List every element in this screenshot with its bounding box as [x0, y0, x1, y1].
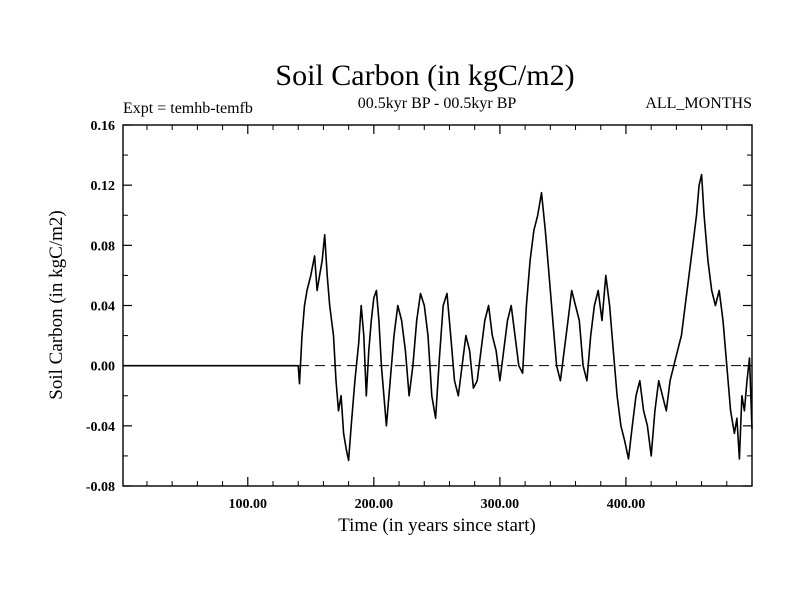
x-tick-label: 400.00 — [607, 497, 646, 512]
y-axis: -0.08 -0.04 0.00 0.04 0.08 0.12 0.16 — [86, 119, 752, 495]
period-label: 00.5kyr BP - 00.5kyr BP — [358, 95, 517, 112]
x-tick-label: 300.00 — [481, 497, 520, 512]
experiment-label: Expt = temhb-temfb — [123, 100, 253, 117]
x-tick-label: 200.00 — [355, 497, 394, 512]
months-label: ALL_MONTHS — [645, 95, 752, 112]
y-tick-label: -0.08 — [86, 480, 115, 495]
y-tick-label: 0.04 — [91, 300, 116, 315]
y-tick-label: 0.08 — [91, 239, 116, 254]
soil-carbon-series-line — [123, 173, 753, 462]
x-axis-label: Time (in years since start) — [338, 515, 536, 536]
x-axis: 100.00 200.00 300.00 400.00 — [146, 125, 728, 512]
chart-title: Soil Carbon (in kgC/m2) — [275, 59, 574, 92]
y-tick-label: 0.12 — [91, 179, 116, 194]
y-tick-label: -0.04 — [86, 420, 115, 435]
x-tick-label: 100.00 — [229, 497, 268, 512]
y-tick-label: 0.16 — [91, 119, 116, 134]
y-tick-label: 0.00 — [91, 360, 116, 375]
y-axis-label: Soil Carbon (in kgC/m2) — [46, 210, 67, 399]
plot-frame — [122, 124, 753, 487]
